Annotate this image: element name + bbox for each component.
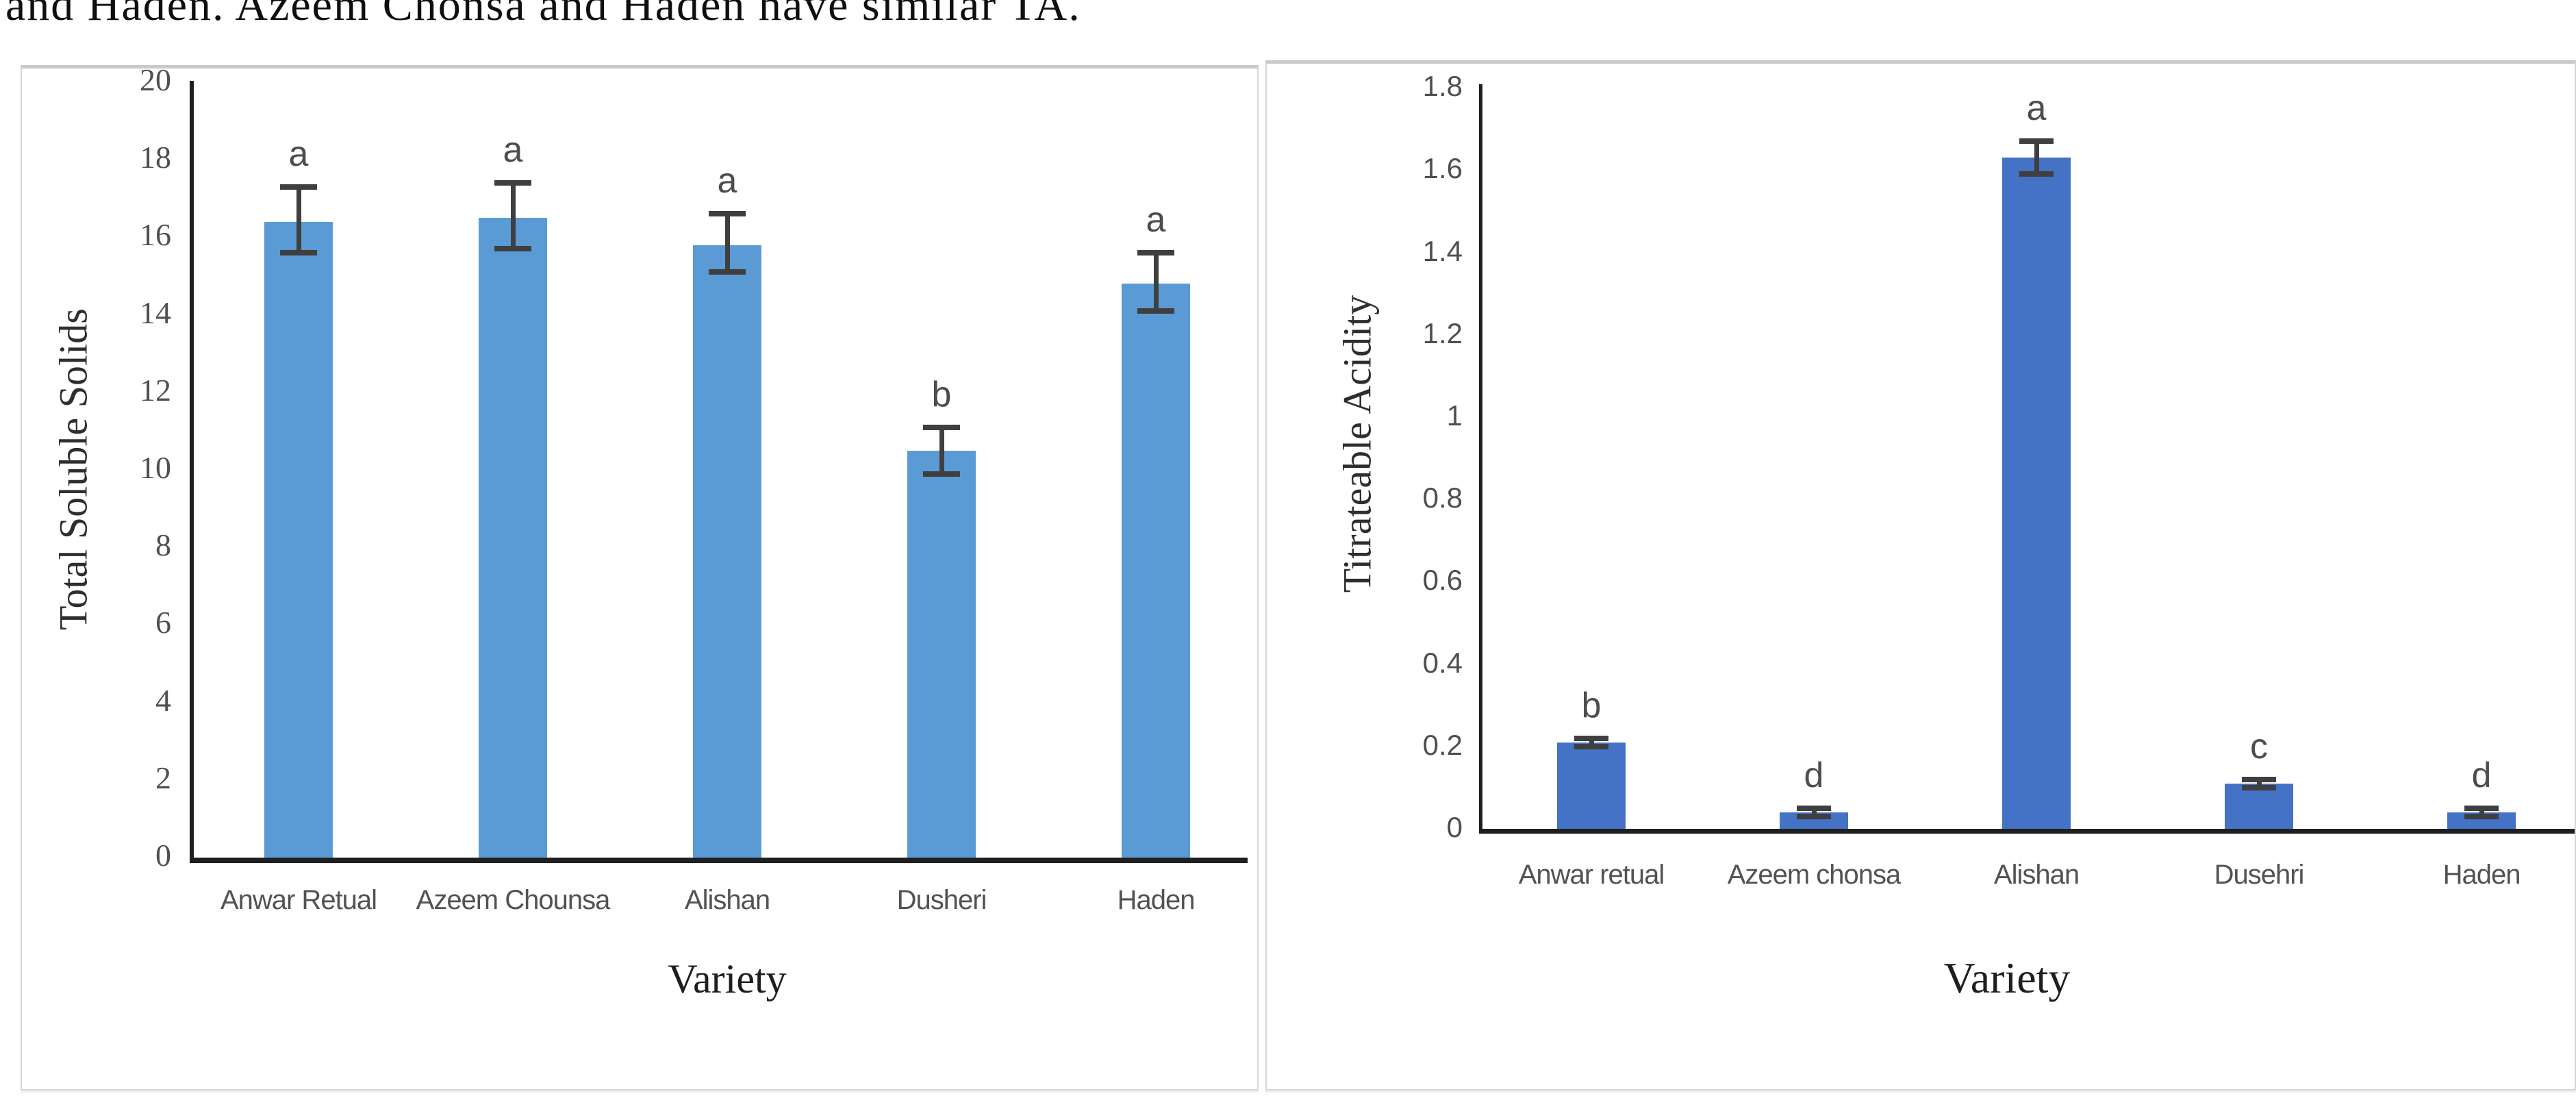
error-bar-cap-top: [2242, 776, 2276, 782]
ta-chart-panel: 0 0.2 0.4 0.6 0.8 1 1.2 1.4 1.6 1.8 b Anwar retual d…: [1265, 60, 2576, 1091]
error-bar-cap-top: [494, 180, 531, 186]
error-bar-cap-bottom: [1797, 813, 1831, 819]
error-bar-cap-top: [1574, 735, 1608, 741]
error-bar-line: [1589, 738, 1594, 747]
y-tick-label: 10: [140, 450, 171, 485]
x-category-label: Dusehri: [2214, 860, 2305, 890]
sig-letter: d: [1804, 755, 1824, 795]
bar-dusehri: [2225, 783, 2293, 829]
error-bar-cap-bottom: [494, 246, 531, 252]
error-bar-cap-bottom: [923, 471, 960, 477]
error-bar-line: [2479, 808, 2484, 817]
error-bar-cap-bottom: [2464, 813, 2499, 819]
error-bar-cap-top: [2464, 805, 2499, 811]
sig-letter: d: [2471, 755, 2492, 795]
bar-anwar-retual: [1557, 742, 1626, 829]
y-tick-label: 0.2: [1422, 728, 1463, 761]
sig-letter: b: [1581, 685, 1602, 725]
y-tick-label: 18: [140, 140, 171, 175]
y-tick-label: 0.4: [1422, 646, 1463, 679]
bar-dusheri: [907, 450, 976, 858]
tss-y-axis-title: Total Soluble Solids: [51, 308, 96, 630]
x-category-label: Azeem chonsa: [1727, 860, 1902, 890]
y-tick-label: 12: [140, 372, 171, 408]
error-bar-line: [510, 183, 516, 249]
y-tick-label: 1.2: [1422, 316, 1463, 349]
y-tick-label: 1.4: [1422, 234, 1463, 267]
x-category-label: Haden: [2442, 860, 2521, 890]
y-tick-label: 0: [155, 838, 171, 873]
x-category-label: Anwar Retual: [220, 885, 377, 915]
error-bar-cap-bottom: [2242, 784, 2276, 790]
error-bar-cap-top: [1797, 805, 1831, 811]
tss-chart-plot-area: 0 2 4 6 8 10 12 14 16 18 20 a Anwar Retual a Azeem Cho…: [22, 62, 1257, 1089]
y-tick-label: 14: [140, 295, 171, 330]
x-category-label: Alishan: [1993, 860, 2080, 890]
ta-chart-plot-area: 0 0.2 0.4 0.6 0.8 1 1.2 1.4 1.6 1.8 b Anwar retual d…: [1267, 64, 2575, 1089]
sig-letter: a: [1146, 200, 1166, 240]
sig-letter: b: [931, 374, 952, 414]
sig-letter: a: [288, 134, 309, 174]
tss-x-axis-title: Variety: [668, 956, 787, 1001]
bar-anwar-retual: [264, 221, 333, 858]
x-category-label: Dusheri: [896, 885, 987, 915]
x-category-label: Alishan: [684, 885, 770, 915]
y-axis-line: [1479, 84, 1482, 834]
y-tick-label: 0.6: [1422, 564, 1463, 597]
error-bar-line: [1153, 253, 1159, 311]
error-bar-cap-bottom: [709, 269, 746, 275]
error-bar-cap-top: [1137, 250, 1174, 256]
error-bar-line: [2034, 141, 2039, 175]
error-bar-line: [939, 427, 944, 474]
ta-y-axis-title: Titrateable Acidity: [1335, 295, 1380, 593]
error-bar-cap-top: [2019, 138, 2054, 145]
bar-alishan: [693, 245, 761, 858]
error-bar-line: [2256, 779, 2262, 788]
y-tick-label: 1: [1446, 399, 1463, 432]
x-axis-line: [1479, 829, 2575, 834]
error-bar-cap-top: [709, 211, 746, 217]
error-bar-line: [724, 214, 730, 273]
ta-x-axis-title: Variety: [1943, 954, 2071, 1002]
y-tick-label: 6: [155, 605, 171, 640]
sig-letter: a: [717, 161, 737, 201]
y-tick-label: 8: [155, 527, 171, 563]
error-bar-cap-bottom: [1137, 308, 1174, 314]
x-category-label: Azeem Chounsa: [416, 885, 611, 915]
tss-chart-panel: 0 2 4 6 8 10 12 14 16 18 20 a Anwar Retual a Azeem Cho…: [21, 62, 1259, 1091]
error-bar-cap-top: [280, 184, 317, 190]
error-bar-cap-bottom: [280, 250, 317, 256]
error-bar-line: [1811, 808, 1817, 817]
error-bar-cap-top: [923, 424, 960, 430]
bar-alishan: [2002, 158, 2071, 829]
y-axis-line: [190, 81, 194, 863]
y-tick-label: 4: [155, 682, 171, 718]
y-tick-label: 0.8: [1422, 482, 1463, 514]
x-category-label: Anwar retual: [1518, 860, 1665, 890]
error-bar-cap-bottom: [1574, 743, 1608, 749]
y-tick-label: 16: [140, 217, 171, 253]
error-bar-line: [296, 186, 301, 253]
sig-letter: a: [503, 130, 523, 171]
y-tick-label: 2: [155, 760, 171, 795]
y-tick-label: 20: [140, 62, 171, 97]
x-axis-line: [190, 858, 1248, 863]
error-bar-cap-bottom: [2019, 171, 2054, 177]
bar-azeem-chounsa: [479, 218, 547, 858]
y-tick-label: 1.8: [1422, 70, 1463, 103]
bar-haden: [1122, 284, 1190, 858]
sig-letter: a: [2026, 88, 2047, 129]
x-category-label: Haden: [1117, 885, 1196, 915]
y-tick-label: 0: [1446, 811, 1463, 843]
sig-letter: c: [2250, 726, 2268, 767]
y-tick-label: 1.6: [1422, 152, 1463, 185]
caption-text: and Haden. Azeem Chonsa and Haden have s…: [5, 0, 1081, 30]
